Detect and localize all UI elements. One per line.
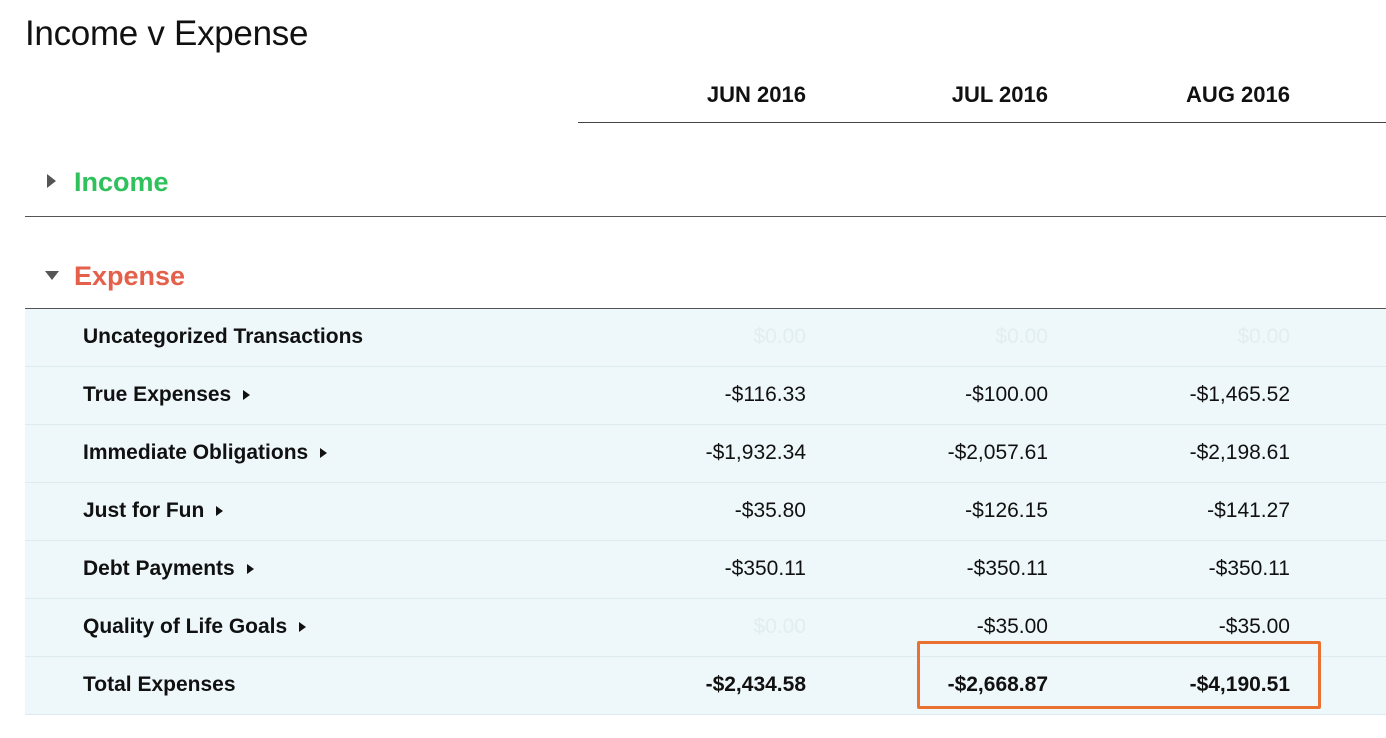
total-jun-2016: -$2,434.58 bbox=[705, 673, 806, 696]
value-jul-2016: -$100.00 bbox=[965, 383, 1048, 406]
value-jun-2016: -$350.11 bbox=[724, 557, 806, 580]
column-header-aug-2016: AUG 2016 bbox=[1186, 82, 1290, 107]
row-label-true-expenses[interactable]: True Expenses bbox=[83, 383, 251, 407]
highlight-annotation-box bbox=[917, 641, 1321, 709]
expense-section: Expense bbox=[25, 234, 1386, 309]
expand-right-icon[interactable] bbox=[246, 564, 254, 574]
value-aug-2016: -$141.27 bbox=[1207, 499, 1290, 522]
table-row-uncategorized-transactions: Uncategorized Transactions $0.00 $0.00 $… bbox=[25, 309, 1386, 367]
table-row-total-expenses: Total Expenses -$2,434.58 -$2,668.87 -$4… bbox=[25, 657, 1386, 715]
row-label-debt-payments[interactable]: Debt Payments bbox=[83, 557, 254, 581]
column-header-row: JUN 2016 JUL 2016 AUG 2016 bbox=[578, 74, 1386, 123]
table-row-immediate-obligations: Immediate Obligations -$1,932.34 -$2,057… bbox=[25, 425, 1386, 483]
expand-right-icon[interactable] bbox=[47, 174, 56, 188]
row-label-immediate-obligations[interactable]: Immediate Obligations bbox=[83, 441, 328, 465]
column-header-jul-2016: JUL 2016 bbox=[951, 82, 1048, 107]
total-jul-2016: -$2,668.87 bbox=[947, 673, 1048, 696]
column-header-jun-2016: JUN 2016 bbox=[706, 82, 806, 107]
table-row-true-expenses: True Expenses -$116.33 -$100.00 -$1,465.… bbox=[25, 367, 1386, 425]
table-row-quality-of-life-goals: Quality of Life Goals $0.00 -$35.00 -$35… bbox=[25, 599, 1386, 657]
value-jul-2016: -$126.15 bbox=[965, 499, 1048, 522]
expand-right-icon[interactable] bbox=[243, 390, 251, 400]
value-jul-2016: -$2,057.61 bbox=[947, 441, 1048, 464]
expand-right-icon[interactable] bbox=[299, 622, 307, 632]
total-aug-2016: -$4,190.51 bbox=[1189, 673, 1290, 696]
value-jun-2016: -$1,932.34 bbox=[705, 441, 806, 464]
table-row-just-for-fun: Just for Fun -$35.80 -$126.15 -$141.27 bbox=[25, 483, 1386, 541]
income-section-label[interactable]: Income bbox=[74, 167, 169, 197]
row-label-just-for-fun[interactable]: Just for Fun bbox=[83, 499, 224, 523]
value-aug-2016: -$2,198.61 bbox=[1189, 441, 1290, 464]
value-jun-2016: $0.00 bbox=[753, 325, 806, 348]
value-jun-2016: $0.00 bbox=[753, 615, 806, 638]
income-section: Income bbox=[25, 140, 1386, 217]
value-aug-2016: -$1,465.52 bbox=[1189, 383, 1290, 406]
page-title: Income v Expense bbox=[25, 14, 309, 53]
value-aug-2016: -$350.11 bbox=[1208, 557, 1290, 580]
value-jul-2016: -$350.11 bbox=[966, 557, 1048, 580]
table-row-debt-payments: Debt Payments -$350.11 -$350.11 -$350.11 bbox=[25, 541, 1386, 599]
total-row-label: Total Expenses bbox=[83, 673, 236, 696]
expense-table: Uncategorized Transactions $0.00 $0.00 $… bbox=[25, 309, 1386, 715]
collapse-down-icon[interactable] bbox=[45, 271, 59, 280]
value-aug-2016: -$35.00 bbox=[1218, 615, 1290, 638]
value-jun-2016: -$35.80 bbox=[734, 499, 806, 522]
value-aug-2016: $0.00 bbox=[1237, 325, 1290, 348]
value-jul-2016: -$35.00 bbox=[976, 615, 1048, 638]
row-label-quality-of-life-goals[interactable]: Quality of Life Goals bbox=[83, 615, 307, 639]
expand-right-icon[interactable] bbox=[216, 506, 224, 516]
expand-right-icon[interactable] bbox=[320, 448, 328, 458]
expense-section-label[interactable]: Expense bbox=[74, 261, 186, 291]
row-label: Uncategorized Transactions bbox=[83, 325, 364, 348]
value-jul-2016: $0.00 bbox=[995, 325, 1048, 348]
value-jun-2016: -$116.33 bbox=[724, 383, 806, 406]
